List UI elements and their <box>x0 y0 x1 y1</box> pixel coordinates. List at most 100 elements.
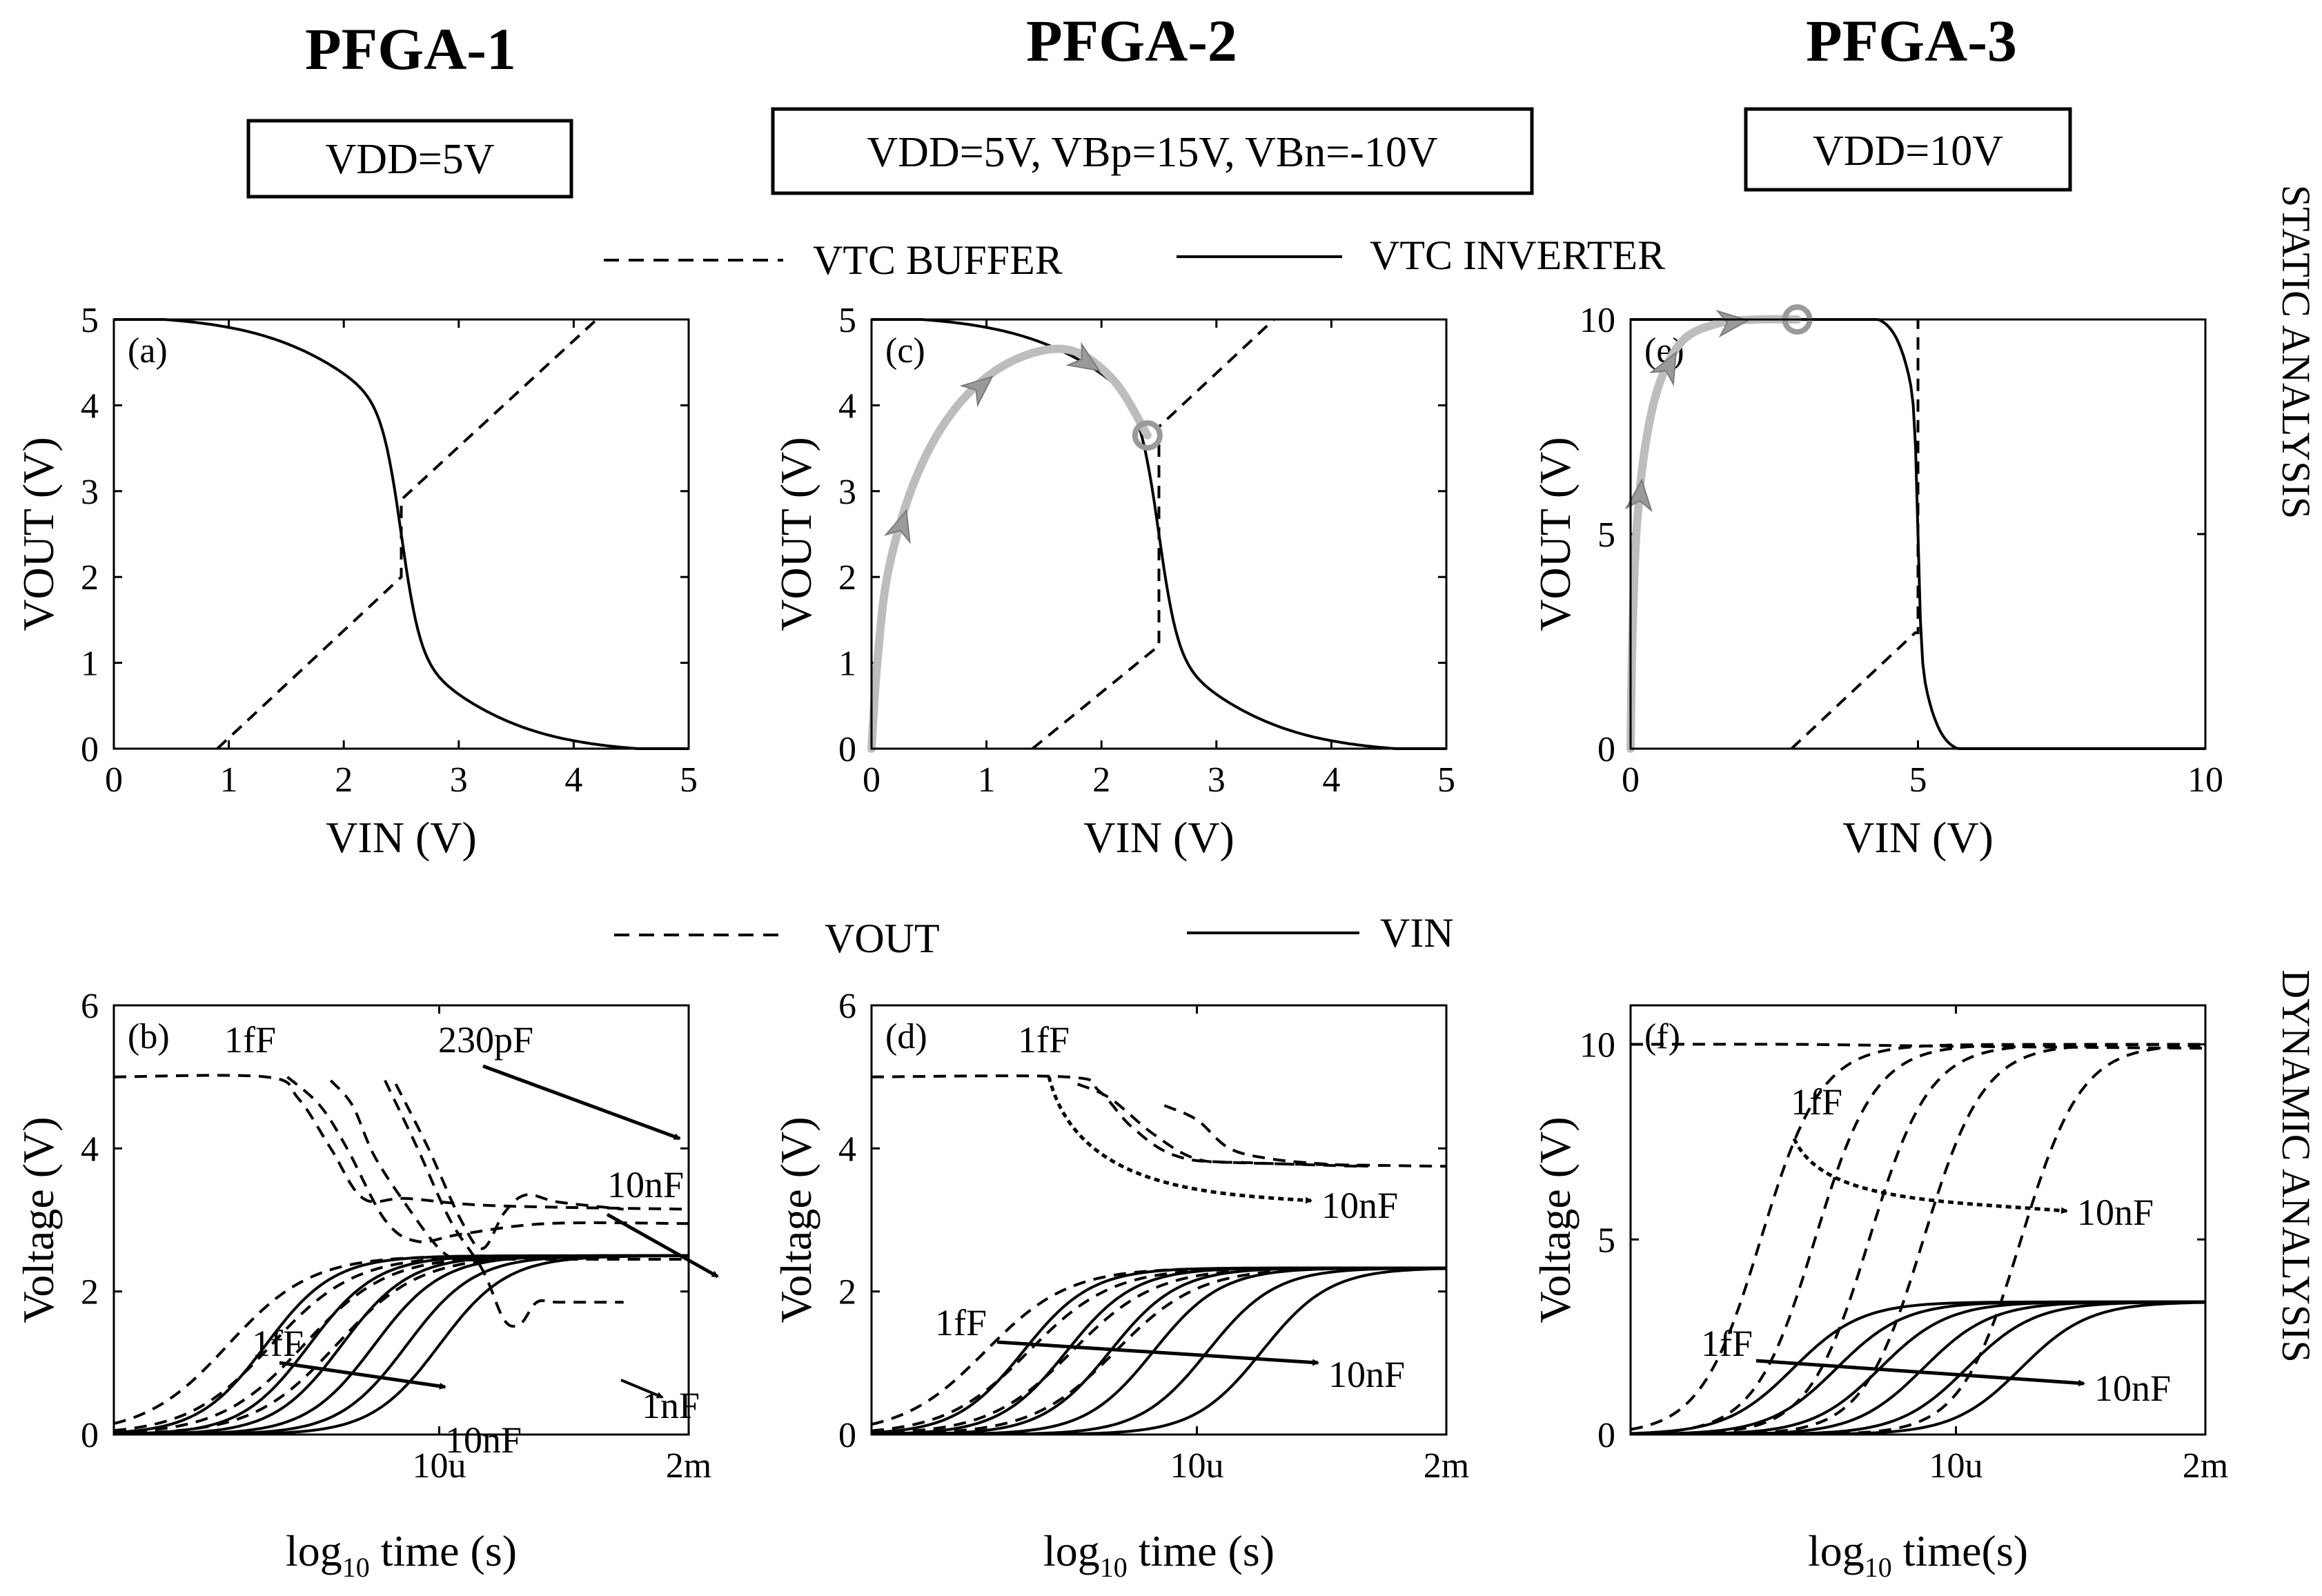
legend-buffer-label: VTC BUFFER <box>813 237 1063 283</box>
x-axis-label: VIN (V) <box>1842 813 1994 862</box>
y-tick-label: 3 <box>838 473 856 512</box>
y-tick-label: 5 <box>1597 515 1615 555</box>
title-pfga-2: PFGA-2 <box>1026 8 1237 74</box>
chart-panel-c: 0 1 2 3 4 5 0 1 2 3 4 5 VIN (V) VOUT (V) (c) <box>771 301 1455 862</box>
annotation-label: 10nF <box>2094 1368 2171 1409</box>
panel-label: (b) <box>128 1017 170 1056</box>
x-tick-label: 0 <box>863 760 880 800</box>
vout-line <box>394 1083 624 1250</box>
x-axis-label: log10 time(s) <box>1808 1526 2028 1583</box>
annotation-label: 1fF <box>935 1302 987 1343</box>
y-tick-label: 0 <box>838 1416 856 1455</box>
y-tick-label: 6 <box>838 987 856 1026</box>
x-tick-label: 5 <box>1909 760 1927 800</box>
y-tick-label: 10 <box>1580 301 1615 340</box>
title-pfga-3: PFGA-3 <box>1806 8 2017 74</box>
y-tick-label: 6 <box>81 987 99 1026</box>
x-axis-label: log10 time (s) <box>1043 1526 1275 1583</box>
vout-line <box>384 1079 624 1328</box>
annotation-arrow <box>606 1212 719 1279</box>
title-pfga-1: PFGA-1 <box>305 16 516 82</box>
annotation-arrow <box>620 1379 664 1399</box>
y-axis-label: VOUT (V) <box>14 437 63 631</box>
side-label-static: STATIC ANALYSIS <box>2274 185 2319 519</box>
annotation-label: 1fF <box>252 1323 304 1364</box>
y-tick-label: 2 <box>838 558 856 598</box>
plot-frame <box>870 318 1448 750</box>
y-tick-label: 1 <box>838 644 856 684</box>
legend-inverter-label: VTC INVERTER <box>1370 233 1665 278</box>
y-tick-label: 0 <box>838 730 856 769</box>
buffer-vtc-line <box>216 318 598 750</box>
trajectory-line <box>1626 315 1802 753</box>
vout-line <box>286 1076 689 1243</box>
plot-frame <box>112 1004 690 1436</box>
vout-rise-line <box>114 1254 689 1426</box>
panel-label: (a) <box>128 331 168 371</box>
condition-pfga-1: VDD=5V <box>325 136 494 183</box>
plot-frame <box>112 318 690 750</box>
trajectory-arrow <box>959 375 994 408</box>
annotation-arrow <box>1047 1076 1312 1204</box>
y-tick-label: 0 <box>81 730 99 769</box>
y-axis-label: VOUT (V) <box>771 437 820 631</box>
trajectory-arrow <box>1624 478 1653 513</box>
trajectory-arrow <box>884 509 911 544</box>
condition-pfga-2: VDD=5V, VBp=15V, VBn=-10V <box>867 129 1437 176</box>
x-tick-label: 3 <box>1208 760 1226 800</box>
y-tick-label: 1 <box>81 644 99 684</box>
annotation-arrow <box>279 1361 446 1390</box>
y-tick-label: 5 <box>81 301 99 340</box>
x-tick-label: 4 <box>1322 760 1340 800</box>
y-axis-label: VOUT (V) <box>1531 437 1580 631</box>
x-tick-label: 4 <box>564 760 582 800</box>
x-tick-label: 2m <box>2183 1446 2228 1486</box>
trajectory-arrow <box>1649 351 1677 387</box>
vout-rise-line <box>114 1254 689 1432</box>
annotation-label: 10nF <box>445 1419 522 1461</box>
vout-line <box>114 1074 689 1211</box>
y-tick-label: 5 <box>1597 1221 1615 1260</box>
vin-line <box>872 1267 1446 1435</box>
y-tick-label: 5 <box>838 301 856 340</box>
x-tick-label: 5 <box>680 760 698 800</box>
annotation-arrow <box>996 1340 1319 1366</box>
x-tick-label: 2 <box>1092 760 1110 800</box>
vout-line <box>1076 1083 1360 1168</box>
buffer-vtc-line <box>1031 318 1275 750</box>
condition-box-3 <box>1744 107 2072 192</box>
y-axis-label: Voltage (V) <box>1531 1116 1580 1323</box>
vout-rise-line <box>114 1254 689 1435</box>
x-tick-label: 5 <box>1437 760 1455 800</box>
annotation-label: 230pF <box>438 1019 533 1061</box>
annotation-label: 10nF <box>1321 1185 1398 1226</box>
x-tick-label: 3 <box>450 760 468 800</box>
trajectory-line <box>867 344 1152 753</box>
vout-rise-line <box>872 1266 1446 1435</box>
x-tick-label: 2 <box>335 760 353 800</box>
y-tick-label: 2 <box>838 1273 856 1312</box>
condition-box-2 <box>771 107 1534 195</box>
y-tick-label: 4 <box>838 386 856 426</box>
y-tick-label: 0 <box>1597 730 1615 769</box>
annotation-label: 1fF <box>1018 1019 1070 1061</box>
annotation-label: 10nF <box>607 1164 684 1205</box>
plot-frame <box>870 1004 1448 1436</box>
x-tick-label: 1 <box>220 760 238 800</box>
x-tick-label: 0 <box>105 760 123 800</box>
y-tick-label: 4 <box>838 1130 856 1169</box>
y-tick-label: 3 <box>81 473 99 512</box>
vout-line <box>1631 1043 2205 1050</box>
chart-panel-a: 0 1 2 3 4 5 0 1 2 3 4 5 VIN (V) VOUT (V) (a) <box>14 301 698 862</box>
vout-rise-line <box>114 1254 689 1435</box>
vout-rise-line <box>1631 1043 2205 1435</box>
annotation-label: 1fF <box>1701 1323 1753 1364</box>
x-tick-label: 10u <box>1170 1446 1224 1486</box>
chart-panel-d: 10u 2m 0 2 4 6 log10 time (s) Voltage (V) (d) 1fF… <box>771 987 1469 1583</box>
legend-vin-label: VIN <box>1380 910 1454 956</box>
vout-line <box>872 1074 1446 1168</box>
panel-label: (d) <box>885 1017 927 1056</box>
annotation-arrow <box>1755 1359 2085 1387</box>
annotation-label: 10nF <box>2077 1192 2154 1233</box>
